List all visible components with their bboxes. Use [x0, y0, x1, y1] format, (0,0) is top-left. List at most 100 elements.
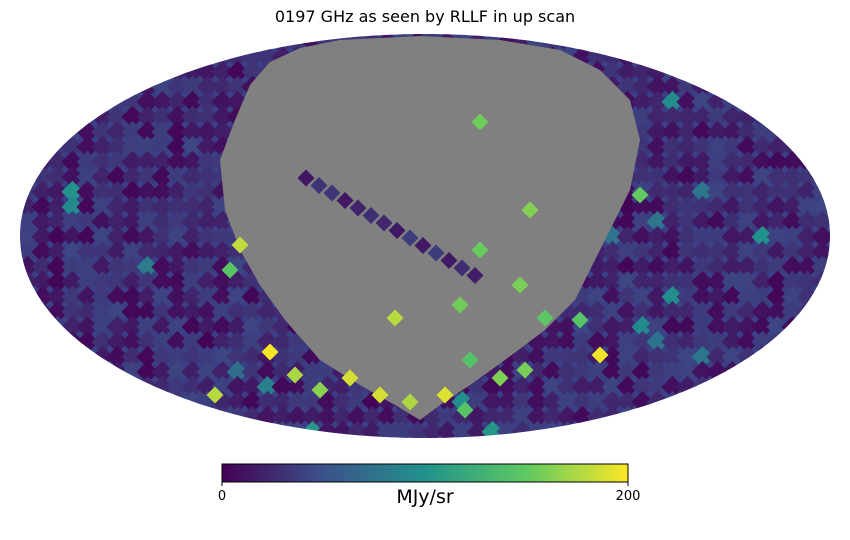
sky-pixel: [76, 270, 99, 293]
sky-pixel: [166, 360, 189, 383]
sky-pixel: [166, 105, 189, 128]
sky-pixel: [166, 330, 189, 353]
sky-pixel: [301, 405, 324, 428]
sky-pixel: [226, 360, 249, 383]
sky-pixel: [61, 270, 84, 293]
sky-pixel: [151, 345, 174, 368]
sky-pixel: [301, 360, 324, 383]
sky-pixel: [76, 165, 99, 188]
sky-pixel: [136, 270, 159, 293]
sky-pixel: [346, 390, 369, 413]
sky-pixel: [181, 315, 204, 338]
sky-pixel: [151, 300, 174, 323]
masked-region: [220, 36, 640, 420]
sky-pixel: [436, 405, 459, 428]
sky-pixel: [151, 315, 174, 338]
sky-pixel: [136, 180, 159, 203]
sky-pixel: [121, 195, 144, 218]
colorbar-tick-label-max: 200: [616, 489, 641, 504]
sky-pixel: [166, 285, 189, 308]
sky-pixel: [136, 330, 159, 353]
sky-pixel: [106, 330, 129, 353]
sky-pixel: [106, 210, 129, 233]
sky-pixel: [106, 105, 129, 128]
sky-pixel: [151, 210, 174, 233]
sky-pixel: [196, 90, 219, 113]
sky-pixel: [121, 285, 144, 308]
sky-pixel: [151, 105, 174, 128]
sky-pixel: [121, 225, 144, 248]
sky-pixel: [106, 165, 129, 188]
sky-pixel: [166, 345, 189, 368]
sky-pixel: [76, 195, 99, 218]
sky-pixel: [151, 195, 174, 218]
sky-pixel: [286, 345, 309, 368]
sky-pixel: [256, 390, 279, 413]
sky-pixel: [181, 150, 204, 173]
sky-pixel: [196, 330, 219, 353]
sky-pixel: [136, 210, 159, 233]
bright-pixel: [371, 386, 389, 404]
sky-pixel: [91, 180, 114, 203]
sky-pixel: [256, 360, 279, 383]
sky-pixel: [91, 255, 114, 278]
sky-pixel: [481, 405, 504, 428]
bright-pixel: [461, 351, 479, 369]
bright-pixel: [311, 381, 329, 399]
sky-pixel: [211, 90, 234, 113]
sky-pixel: [76, 315, 99, 338]
sky-pixel: [76, 180, 99, 203]
sky-pixel: [331, 405, 354, 428]
sky-pixel: [121, 105, 144, 128]
sky-pixel: [121, 300, 144, 323]
masked-area: [220, 36, 640, 420]
sky-pixel: [196, 150, 219, 173]
sky-pixel: [136, 300, 159, 323]
sky-pixel: [181, 330, 204, 353]
sky-pixel: [151, 240, 174, 263]
sky-pixel: [211, 60, 234, 83]
sky-pixel: [226, 345, 249, 368]
sky-pixel: [166, 255, 189, 278]
sky-pixel: [136, 345, 159, 368]
sky-pixel: [196, 180, 219, 203]
sky-pixel: [91, 285, 114, 308]
sky-pixel: [91, 225, 114, 248]
sky-pixel: [211, 240, 234, 263]
sky-pixel: [121, 255, 144, 278]
sky-pixel: [91, 330, 114, 353]
sky-pixel: [76, 225, 99, 248]
sky-pixel: [136, 195, 159, 218]
sky-pixel: [181, 300, 204, 323]
streak-pixel: [401, 229, 419, 247]
sky-pixel: [196, 210, 219, 233]
sky-pixel: [181, 360, 204, 383]
sky-pixel: [166, 210, 189, 233]
sky-pixel: [91, 120, 114, 143]
sky-pixel: [211, 105, 234, 128]
sky-pixel: [91, 270, 114, 293]
sky-pixel: [151, 360, 174, 383]
sky-pixel: [181, 285, 204, 308]
sky-pixel: [181, 375, 204, 398]
sky-pixel: [46, 255, 69, 278]
sky-pixel: [151, 330, 174, 353]
streak-pixel: [466, 267, 484, 284]
sky-pixel: [61, 165, 84, 188]
sky-pixel: [331, 390, 354, 413]
streak-pixel: [349, 199, 367, 217]
sky-pixel: [91, 165, 114, 188]
sky-pixel: [151, 255, 174, 278]
sky-pixel: [196, 195, 219, 218]
bright-pixels: [206, 113, 649, 419]
sky-pixel: [211, 330, 234, 353]
sky-pixel: [166, 150, 189, 173]
sky-pixel: [166, 270, 189, 293]
sky-pixel: [106, 255, 129, 278]
sky-pixel: [151, 135, 174, 158]
sky-pixel: [211, 345, 234, 368]
sky-pixel: [196, 165, 219, 188]
sky-pixel: [481, 390, 504, 413]
sky-pixel: [151, 180, 174, 203]
